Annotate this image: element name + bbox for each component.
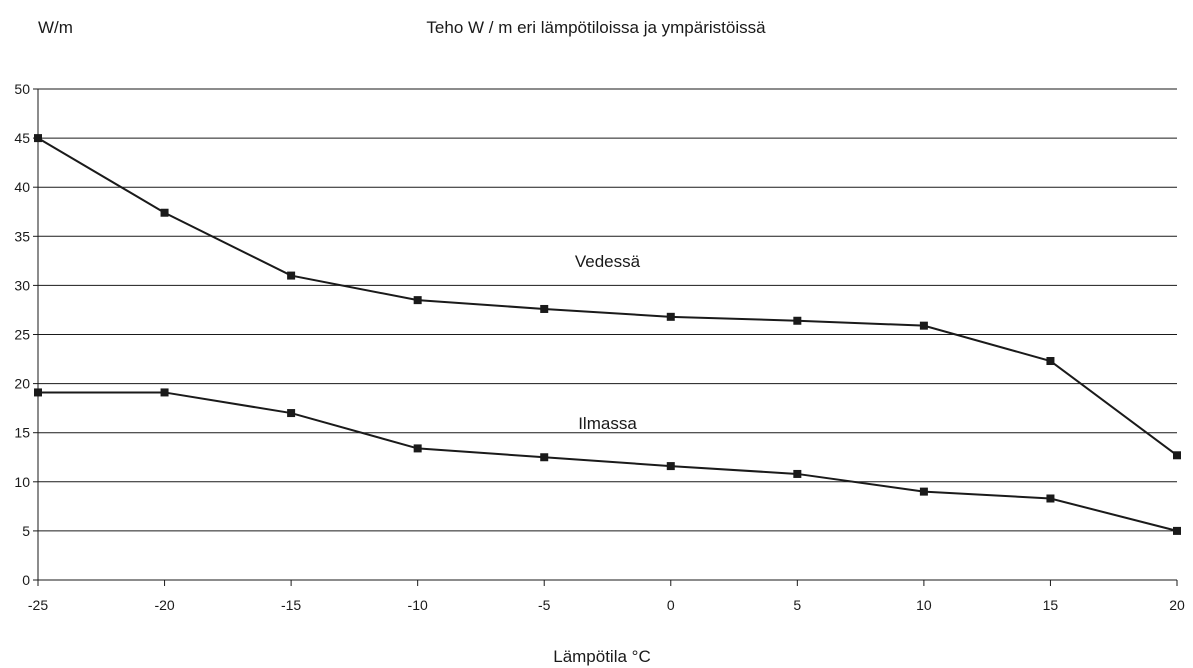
y-tick-label: 25 (14, 327, 30, 343)
series-labels: Vedessä Ilmassa (575, 252, 641, 433)
data-point (160, 388, 169, 397)
y-tick-label: 5 (22, 523, 30, 539)
data-point (793, 316, 802, 325)
series-group (34, 134, 1181, 535)
y-tick-label: 35 (14, 228, 30, 244)
data-point (793, 469, 802, 478)
x-tick-label: 15 (1043, 597, 1059, 613)
data-point (1173, 451, 1181, 460)
data-point (413, 296, 422, 305)
data-point (1046, 494, 1055, 503)
x-axis-label: Lämpötila °C (553, 647, 651, 666)
x-tick-label: -25 (28, 597, 48, 613)
data-point (413, 444, 422, 453)
gridlines (38, 88, 1177, 532)
data-point (666, 312, 675, 321)
x-tick-label: 0 (667, 597, 675, 613)
x-tick-label: -20 (154, 597, 174, 613)
y-tick-label: 30 (14, 277, 30, 293)
chart-title: Teho W / m eri lämpötiloissa ja ympärist… (426, 18, 766, 37)
x-tick-label: -5 (538, 597, 551, 613)
series-label: Vedessä (575, 252, 641, 271)
data-point (540, 304, 549, 313)
y-tick-label: 50 (14, 81, 30, 97)
y-axis-label: W/m (38, 18, 73, 37)
y-tick-labels: 0 5 10 15 20 25 30 35 40 45 50 (14, 81, 30, 588)
y-tick-label: 0 (22, 572, 30, 588)
data-point (34, 388, 42, 397)
series-label: Ilmassa (578, 414, 637, 433)
y-tick-label: 15 (14, 425, 30, 441)
x-tick-label: 10 (916, 597, 932, 613)
data-point (1173, 526, 1181, 535)
x-tick-labels: -25 -20 -15 -10 -5 0 5 10 15 20 (28, 597, 1185, 613)
x-tick-label: -10 (408, 597, 428, 613)
data-point (919, 487, 928, 496)
data-point (287, 271, 296, 280)
y-tick-label: 40 (14, 179, 30, 195)
axes (33, 88, 1178, 586)
data-point (666, 462, 675, 471)
data-point (287, 409, 296, 418)
x-tick-label: -15 (281, 597, 301, 613)
y-tick-label: 10 (14, 474, 30, 490)
y-tick-label: 20 (14, 376, 30, 392)
x-tick-label: 20 (1169, 597, 1185, 613)
data-point (160, 208, 169, 217)
data-point (34, 134, 42, 143)
y-tick-label: 45 (14, 130, 30, 146)
x-tick-label: 5 (793, 597, 801, 613)
series-line (38, 391, 1178, 532)
data-point (919, 321, 928, 330)
data-point (1046, 357, 1055, 366)
series-line (37, 137, 1178, 457)
data-point (540, 453, 549, 462)
